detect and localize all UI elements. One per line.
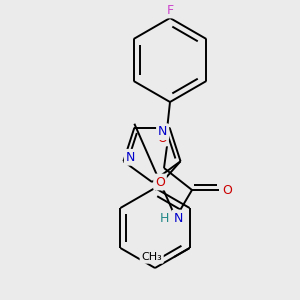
Text: F: F [167, 4, 174, 16]
Text: N: N [158, 125, 167, 138]
Text: O: O [157, 131, 167, 145]
Text: N: N [126, 151, 135, 164]
Text: N: N [173, 212, 183, 224]
Text: H: H [159, 212, 169, 224]
Text: CH₃: CH₃ [141, 252, 162, 262]
Text: O: O [222, 184, 232, 196]
Text: O: O [155, 176, 165, 188]
